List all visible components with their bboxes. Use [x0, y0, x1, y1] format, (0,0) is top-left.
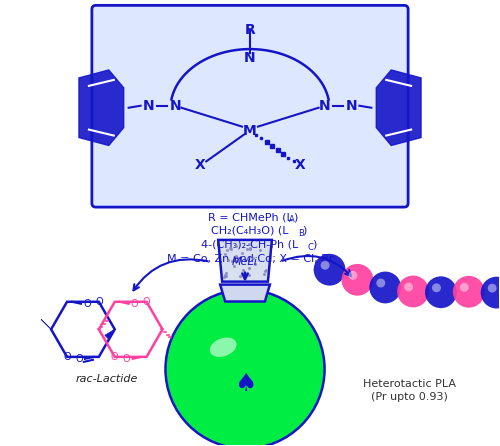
Text: 4-(CH₃)₂-CH-Ph (L: 4-(CH₃)₂-CH-Ph (L — [202, 240, 298, 250]
Circle shape — [453, 276, 484, 308]
Text: R: R — [244, 23, 256, 37]
Text: N: N — [244, 51, 256, 65]
Text: N: N — [143, 99, 154, 113]
Text: rac-Lactide: rac-Lactide — [76, 374, 138, 384]
Text: ): ) — [293, 212, 297, 222]
Polygon shape — [105, 329, 115, 339]
Circle shape — [480, 277, 500, 309]
Text: O: O — [123, 354, 130, 364]
Text: M: M — [243, 124, 257, 137]
Ellipse shape — [210, 338, 236, 357]
Text: X: X — [294, 158, 305, 172]
Text: CH₂(C₄H₃O) (L: CH₂(C₄H₃O) (L — [211, 226, 289, 236]
Text: ♠: ♠ — [234, 372, 256, 396]
Circle shape — [425, 277, 457, 308]
Text: ): ) — [312, 240, 316, 250]
Text: A: A — [289, 215, 294, 224]
Text: ): ) — [302, 226, 306, 236]
Polygon shape — [41, 319, 51, 329]
Text: O: O — [63, 352, 71, 362]
Polygon shape — [220, 285, 270, 301]
Text: MeLi: MeLi — [232, 257, 258, 267]
Text: O: O — [131, 299, 138, 309]
Text: O: O — [143, 297, 150, 307]
Circle shape — [460, 283, 469, 292]
Text: O: O — [95, 297, 102, 307]
Circle shape — [314, 254, 346, 285]
Text: R = CHMePh (L: R = CHMePh (L — [208, 212, 292, 222]
Circle shape — [376, 279, 385, 288]
Text: B: B — [298, 229, 304, 238]
Circle shape — [432, 283, 441, 292]
Text: X: X — [195, 158, 205, 172]
Circle shape — [404, 283, 413, 292]
Circle shape — [397, 276, 429, 307]
Text: N: N — [346, 99, 357, 113]
Circle shape — [488, 284, 496, 293]
Circle shape — [348, 271, 358, 280]
Text: N: N — [170, 99, 181, 113]
FancyBboxPatch shape — [92, 5, 408, 207]
Text: N: N — [319, 99, 330, 113]
Polygon shape — [376, 70, 421, 145]
Text: C: C — [308, 243, 314, 252]
Circle shape — [342, 264, 374, 296]
Polygon shape — [79, 70, 124, 145]
Circle shape — [370, 272, 401, 303]
Polygon shape — [218, 240, 272, 281]
Text: O: O — [75, 354, 83, 364]
Text: M = Co, Zn and Cd; X = Cl, Br: M = Co, Zn and Cd; X = Cl, Br — [167, 254, 333, 264]
Circle shape — [320, 261, 330, 270]
Text: O: O — [83, 299, 90, 309]
Text: O: O — [111, 352, 118, 362]
Circle shape — [166, 289, 324, 446]
Text: Heterotactic PLA
(Pr upto 0.93): Heterotactic PLA (Pr upto 0.93) — [362, 379, 456, 402]
